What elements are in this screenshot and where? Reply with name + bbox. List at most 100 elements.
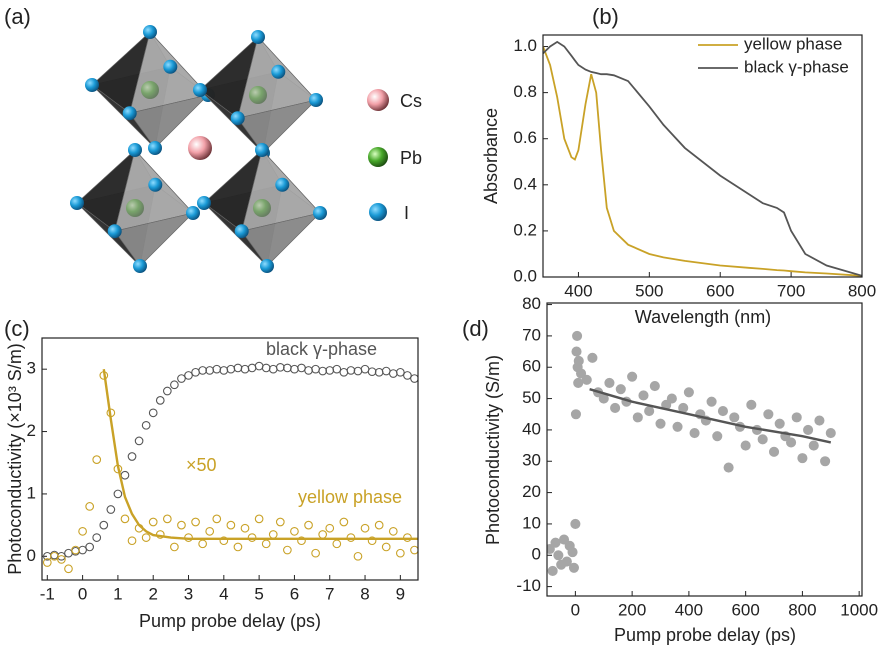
data-point (690, 429, 699, 438)
data-point (199, 540, 207, 548)
panel-label: (a) (4, 4, 31, 29)
i-atom (108, 224, 122, 238)
cs-sphere (367, 89, 389, 111)
data-point (673, 422, 682, 431)
y-tick-label: 3 (27, 359, 36, 378)
data-point (269, 531, 277, 539)
x-tick-label: 600 (706, 281, 734, 300)
data-point (213, 365, 221, 373)
i-atom (271, 65, 285, 79)
data-point (298, 364, 306, 372)
data-point (684, 388, 693, 397)
data-point (605, 378, 614, 387)
data-point (724, 463, 733, 472)
i-atom (251, 30, 265, 44)
y-tick-label: 30 (522, 451, 541, 470)
data-point (628, 372, 637, 381)
y-tick-label: 0.8 (513, 82, 537, 101)
x-tick-label: 800 (848, 281, 876, 300)
data-point (569, 563, 578, 572)
data-point (241, 365, 249, 373)
data-point (361, 365, 369, 373)
data-point (404, 372, 412, 380)
y-tick-label: 80 (522, 294, 541, 313)
data-point (616, 385, 625, 394)
data-point (142, 534, 150, 542)
figure: (a) Cs Pb I (b)Wavelength (nm)Absorbance… (0, 0, 887, 652)
data-point (572, 347, 581, 356)
data-point (149, 518, 157, 526)
crystal-structure (70, 25, 327, 273)
y-tick-label: 70 (522, 325, 541, 344)
x-axis-label: Pump probe delay (ps) (139, 611, 321, 631)
y-axis-label: Photoconductivity (×10³ S/m) (5, 343, 25, 575)
data-point (588, 353, 597, 362)
x-tick-label: 200 (618, 600, 646, 619)
data-point (312, 365, 320, 373)
y-tick-label: 10 (522, 513, 541, 532)
axes-frame (42, 338, 418, 580)
data-point (758, 435, 767, 444)
data-point (747, 400, 756, 409)
data-point (284, 364, 292, 372)
data-point (568, 548, 577, 557)
data-point (305, 521, 313, 529)
y-tick-label: 0.4 (513, 174, 537, 193)
x-tick-label: 4 (219, 584, 228, 603)
data-point (787, 438, 796, 447)
data-point (277, 364, 285, 372)
data-point (730, 413, 739, 422)
i-atom (85, 78, 99, 92)
y-tick-label: 60 (522, 357, 541, 376)
series-group (543, 42, 862, 276)
x-tick-label: 800 (788, 600, 816, 619)
i-atom (309, 93, 323, 107)
data-point (255, 515, 263, 523)
data-point (192, 369, 200, 377)
y-tick-label: 2 (27, 421, 36, 440)
data-point (305, 367, 313, 375)
data-point (178, 521, 186, 529)
x-tick-label: 9 (396, 584, 405, 603)
data-point (262, 364, 270, 372)
i-sphere (369, 203, 387, 221)
data-point (227, 365, 235, 373)
y-axis-label: Photoconductivity (S/m) (483, 355, 503, 545)
i-atom (275, 178, 289, 192)
data-point (164, 515, 172, 523)
data-point (185, 372, 193, 380)
legend-text: yellow phase (744, 34, 842, 53)
i-atom (255, 143, 269, 157)
data-point (220, 367, 228, 375)
data-point (573, 331, 582, 340)
data-point (79, 528, 87, 536)
data-point (382, 543, 390, 551)
data-point (149, 409, 157, 417)
data-point (234, 543, 242, 551)
data-point (639, 391, 648, 400)
data-point (354, 367, 362, 375)
data-point (775, 419, 784, 428)
data-point (551, 538, 560, 547)
data-point (404, 534, 412, 542)
data-point (114, 490, 122, 498)
annotation: ×50 (186, 455, 217, 475)
i-atom (186, 206, 200, 220)
x-tick-label: 0 (571, 600, 580, 619)
data-point (667, 394, 676, 403)
legend-text: Pb (400, 148, 422, 168)
data-point (326, 524, 334, 532)
pb-atom (126, 199, 144, 217)
data-point (340, 518, 348, 526)
x-axis-label: Pump probe delay (ps) (614, 625, 796, 645)
data-point (121, 515, 129, 523)
data-point (397, 549, 405, 557)
data-point (826, 429, 835, 438)
i-atom (231, 111, 245, 125)
y-tick-label: 0 (27, 546, 36, 565)
panel-label: (b) (592, 4, 619, 29)
data-point (382, 367, 390, 375)
data-point (248, 534, 256, 542)
data-point (86, 543, 94, 551)
data-point (798, 454, 807, 463)
